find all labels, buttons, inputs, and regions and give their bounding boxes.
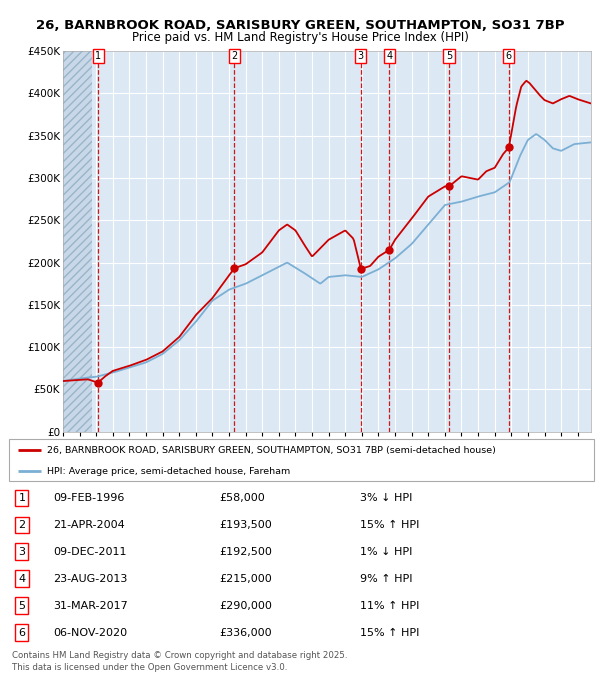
Text: 26, BARNBROOK ROAD, SARISBURY GREEN, SOUTHAMPTON, SO31 7BP (semi-detached house): 26, BARNBROOK ROAD, SARISBURY GREEN, SOU… [47,446,496,455]
Text: 4: 4 [19,573,25,583]
Text: 23-AUG-2013: 23-AUG-2013 [53,573,127,583]
Text: 1% ↓ HPI: 1% ↓ HPI [360,547,412,557]
Text: 3: 3 [358,51,364,61]
Text: 6: 6 [19,628,25,638]
Text: 21-APR-2004: 21-APR-2004 [53,520,125,530]
Text: 09-FEB-1996: 09-FEB-1996 [53,492,124,503]
Text: 09-DEC-2011: 09-DEC-2011 [53,547,127,557]
Text: 31-MAR-2017: 31-MAR-2017 [53,600,128,611]
Text: 1: 1 [95,51,101,61]
Text: 3: 3 [19,547,25,557]
Text: 5: 5 [19,600,25,611]
Text: 11% ↑ HPI: 11% ↑ HPI [360,600,419,611]
Text: 4: 4 [386,51,392,61]
Text: 15% ↑ HPI: 15% ↑ HPI [360,628,419,638]
Text: £336,000: £336,000 [220,628,272,638]
Text: 5: 5 [446,51,452,61]
Text: 1: 1 [19,492,25,503]
Text: 26, BARNBROOK ROAD, SARISBURY GREEN, SOUTHAMPTON, SO31 7BP: 26, BARNBROOK ROAD, SARISBURY GREEN, SOU… [36,19,564,33]
Text: £290,000: £290,000 [220,600,272,611]
Text: £193,500: £193,500 [220,520,272,530]
FancyBboxPatch shape [9,439,594,481]
Text: 2: 2 [19,520,25,530]
Text: 15% ↑ HPI: 15% ↑ HPI [360,520,419,530]
Text: 3% ↓ HPI: 3% ↓ HPI [360,492,412,503]
Text: 06-NOV-2020: 06-NOV-2020 [53,628,127,638]
Bar [63,51,92,432]
Text: 6: 6 [506,51,512,61]
Text: HPI: Average price, semi-detached house, Fareham: HPI: Average price, semi-detached house,… [47,467,290,476]
Text: Price paid vs. HM Land Registry's House Price Index (HPI): Price paid vs. HM Land Registry's House … [131,31,469,44]
Text: 2: 2 [231,51,238,61]
Text: £215,000: £215,000 [220,573,272,583]
Text: £192,500: £192,500 [220,547,272,557]
Text: Contains HM Land Registry data © Crown copyright and database right 2025.
This d: Contains HM Land Registry data © Crown c… [12,651,347,672]
Text: £58,000: £58,000 [220,492,265,503]
Text: 9% ↑ HPI: 9% ↑ HPI [360,573,413,583]
